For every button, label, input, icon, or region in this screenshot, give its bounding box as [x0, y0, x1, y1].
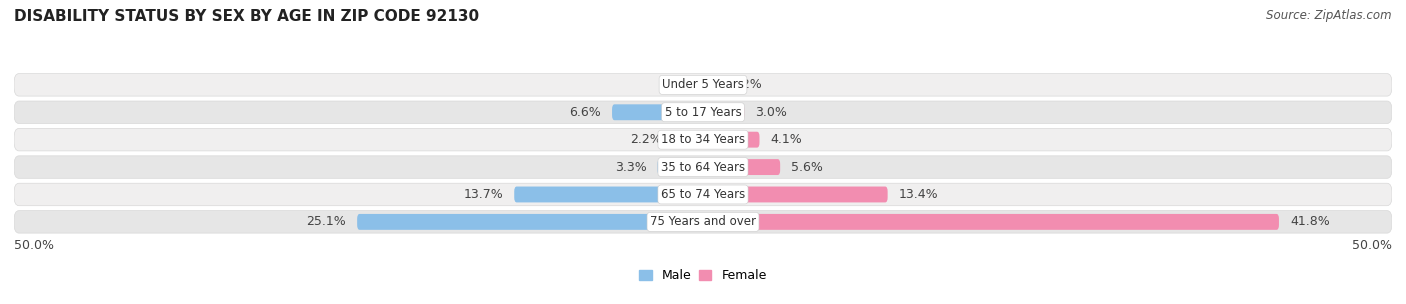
Text: Under 5 Years: Under 5 Years [662, 78, 744, 92]
FancyBboxPatch shape [14, 211, 1392, 233]
FancyBboxPatch shape [658, 159, 703, 175]
Text: DISABILITY STATUS BY SEX BY AGE IN ZIP CODE 92130: DISABILITY STATUS BY SEX BY AGE IN ZIP C… [14, 9, 479, 24]
Text: 18 to 34 Years: 18 to 34 Years [661, 133, 745, 146]
FancyBboxPatch shape [14, 128, 1392, 151]
FancyBboxPatch shape [14, 156, 1392, 178]
Text: 65 to 74 Years: 65 to 74 Years [661, 188, 745, 201]
Text: 5 to 17 Years: 5 to 17 Years [665, 106, 741, 119]
Text: 4.1%: 4.1% [770, 133, 803, 146]
FancyBboxPatch shape [14, 101, 1392, 123]
FancyBboxPatch shape [14, 183, 1392, 206]
FancyBboxPatch shape [612, 104, 703, 120]
FancyBboxPatch shape [14, 74, 1392, 96]
Text: 3.0%: 3.0% [755, 106, 787, 119]
Text: 1.2%: 1.2% [731, 78, 762, 92]
Text: 3.3%: 3.3% [614, 161, 647, 174]
Text: 2.2%: 2.2% [630, 133, 662, 146]
Text: 75 Years and over: 75 Years and over [650, 215, 756, 228]
FancyBboxPatch shape [357, 214, 703, 230]
FancyBboxPatch shape [515, 187, 703, 202]
FancyBboxPatch shape [703, 159, 780, 175]
Text: 50.0%: 50.0% [14, 239, 53, 252]
Text: 35 to 64 Years: 35 to 64 Years [661, 161, 745, 174]
Text: 13.4%: 13.4% [898, 188, 938, 201]
Text: 50.0%: 50.0% [1353, 239, 1392, 252]
Text: 6.6%: 6.6% [569, 106, 600, 119]
FancyBboxPatch shape [703, 77, 720, 93]
FancyBboxPatch shape [703, 104, 744, 120]
FancyBboxPatch shape [703, 187, 887, 202]
Text: 13.7%: 13.7% [464, 188, 503, 201]
Text: 0.0%: 0.0% [659, 78, 692, 92]
Text: Source: ZipAtlas.com: Source: ZipAtlas.com [1267, 9, 1392, 22]
Legend: Male, Female: Male, Female [636, 265, 770, 286]
FancyBboxPatch shape [672, 132, 703, 148]
FancyBboxPatch shape [703, 214, 1279, 230]
Text: 5.6%: 5.6% [792, 161, 823, 174]
Text: 41.8%: 41.8% [1289, 215, 1330, 228]
Text: 25.1%: 25.1% [307, 215, 346, 228]
FancyBboxPatch shape [703, 132, 759, 148]
